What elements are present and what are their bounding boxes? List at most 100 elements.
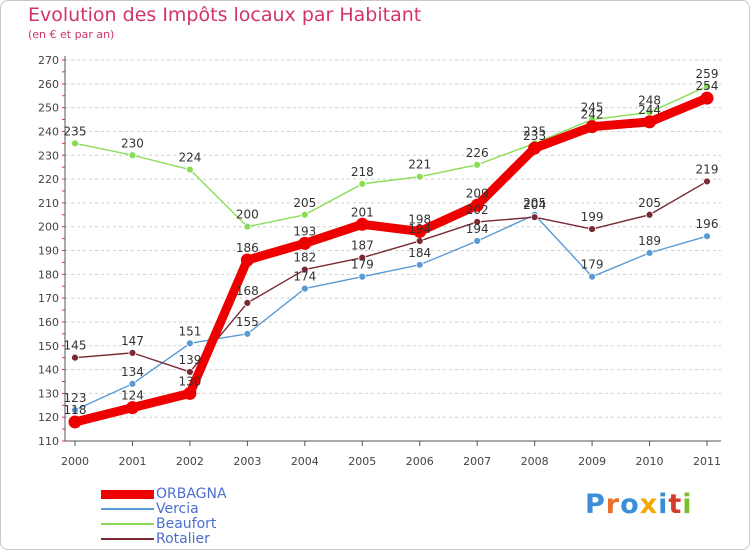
y-tick-label-160: 160 (38, 316, 59, 329)
y-tick-label-170: 170 (38, 292, 59, 305)
data-label-orbagna-2011: 254 (696, 79, 719, 93)
data-label-orbagna-2005: 201 (351, 205, 374, 219)
legend-swatch (101, 508, 154, 510)
data-point-rotalier-2011 (703, 177, 711, 186)
y-tick-label-230: 230 (38, 149, 59, 162)
y-tick-label-240: 240 (38, 125, 59, 138)
x-tick-label-2004: 2004 (291, 455, 319, 468)
data-point-rotalier-2001 (128, 348, 137, 357)
y-tick-label-200: 200 (38, 221, 59, 234)
data-label-orbagna-2000: 118 (64, 403, 87, 417)
x-tick-label-2007: 2007 (463, 455, 491, 468)
data-label-vercia-2006: 184 (408, 246, 431, 260)
legend-swatch (101, 489, 154, 499)
data-label-rotalier-2000: 145 (64, 339, 87, 353)
data-point-vercia-2006 (415, 260, 424, 269)
proxiti-logo: Proxiti (585, 489, 693, 520)
data-label-vercia-2004: 174 (293, 270, 316, 284)
x-tick-label-2005: 2005 (348, 455, 376, 468)
data-label-rotalier-2008: 204 (523, 198, 546, 212)
legend-item-rotalier: Rotalier (101, 531, 210, 547)
data-label-vercia-2010: 189 (638, 234, 661, 248)
data-point-orbagna-2004 (298, 236, 312, 250)
logo-letter: P (585, 489, 606, 520)
series-line-vercia (74, 214, 708, 411)
legend-item-beaufort: Beaufort (101, 516, 216, 532)
data-label-vercia-2005: 179 (351, 258, 374, 272)
legend-label: Rotalier (156, 531, 210, 547)
data-label-beaufort-2010: 248 (638, 93, 661, 107)
data-point-beaufort-2003 (243, 222, 252, 231)
y-tick-label-120: 120 (38, 411, 59, 424)
data-point-beaufort-2002 (186, 165, 194, 174)
data-label-beaufort-2008: 235 (523, 124, 546, 138)
y-tick-label-250: 250 (38, 102, 59, 115)
data-point-orbagna-2002 (183, 386, 197, 400)
y-tick-label-190: 190 (38, 245, 59, 258)
data-label-rotalier-2005: 187 (351, 239, 374, 253)
data-label-beaufort-2003: 200 (236, 208, 259, 222)
x-tick-label-2000: 2000 (61, 455, 89, 468)
data-point-orbagna-2008 (528, 141, 542, 155)
logo-letter: i (658, 489, 669, 520)
logo-letter: t (668, 489, 683, 520)
data-label-rotalier-2007: 202 (466, 203, 489, 217)
data-point-rotalier-2003 (243, 298, 252, 307)
data-label-orbagna-2009: 242 (581, 108, 604, 122)
y-tick-label-210: 210 (38, 197, 59, 210)
logo-letter: i (682, 489, 693, 520)
data-point-beaufort-2000 (71, 139, 79, 148)
x-tick-label-2003: 2003 (233, 455, 261, 468)
data-label-vercia-2002: 151 (178, 324, 201, 338)
data-point-rotalier-2002 (186, 368, 194, 376)
data-label-beaufort-2007: 226 (466, 146, 489, 160)
data-point-orbagna-2005 (355, 217, 369, 231)
data-label-beaufort-2004: 205 (293, 196, 316, 210)
data-point-orbagna-2009 (585, 120, 599, 134)
data-point-beaufort-2001 (128, 151, 137, 160)
data-label-beaufort-2006: 221 (408, 158, 431, 172)
data-point-beaufort-2005 (358, 179, 367, 188)
data-point-orbagna-2007 (470, 198, 484, 212)
data-label-orbagna-2002: 130 (178, 374, 201, 388)
data-label-rotalier-2009: 199 (581, 210, 604, 224)
data-label-orbagna-2007: 209 (466, 186, 489, 200)
x-tick-label-2011: 2011 (693, 455, 721, 468)
data-point-vercia-2011 (703, 232, 711, 241)
series-line-rotalier (74, 180, 708, 373)
data-label-rotalier-2010: 205 (638, 196, 661, 210)
data-point-orbagna-2010 (643, 115, 657, 129)
data-label-vercia-2000: 123 (64, 391, 87, 405)
x-tick-label-2002: 2002 (176, 455, 204, 468)
data-label-rotalier-2004: 182 (293, 251, 316, 265)
data-point-rotalier-2008 (530, 213, 539, 222)
y-tick-label-220: 220 (38, 173, 59, 186)
data-label-rotalier-2001: 147 (121, 334, 144, 348)
data-point-rotalier-2000 (71, 353, 79, 362)
legend-swatch (101, 538, 154, 540)
data-point-beaufort-2006 (415, 172, 424, 181)
data-point-orbagna-2000 (68, 415, 82, 429)
data-point-vercia-2009 (588, 272, 596, 281)
data-point-beaufort-2004 (300, 210, 309, 219)
data-point-vercia-2010 (645, 248, 654, 257)
x-tick-label-2009: 2009 (578, 455, 606, 468)
y-tick-label-260: 260 (38, 78, 59, 91)
chart-title: Evolution des Impôts locaux par Habitant (28, 4, 422, 26)
data-point-rotalier-2006 (415, 237, 424, 245)
data-label-vercia-2008: 205 (523, 196, 546, 210)
x-tick-label-2001: 2001 (118, 455, 146, 468)
data-label-beaufort-2001: 230 (121, 136, 144, 150)
data-point-rotalier-2010 (645, 210, 654, 219)
legend-label: Vercia (156, 501, 199, 517)
y-tick-label-180: 180 (38, 268, 59, 281)
data-label-vercia-2003: 155 (236, 315, 259, 329)
data-point-vercia-2004 (300, 284, 309, 293)
data-label-vercia-2007: 194 (466, 222, 489, 236)
x-tick-label-2006: 2006 (406, 455, 434, 468)
data-label-rotalier-2002: 139 (178, 353, 201, 367)
data-point-rotalier-2007 (473, 218, 482, 226)
data-point-orbagna-2011 (700, 91, 714, 105)
